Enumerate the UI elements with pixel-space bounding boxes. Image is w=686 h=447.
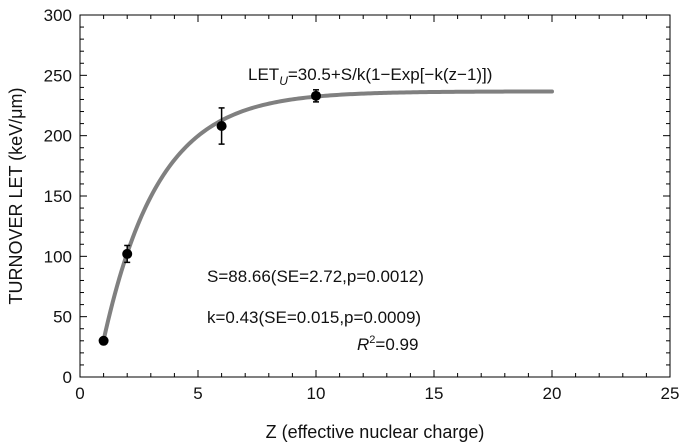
s-parameter-annotation: S=88.66(SE=2.72,p=0.0012)	[207, 267, 424, 286]
data-point	[122, 248, 133, 259]
data-point	[311, 90, 321, 101]
fit-curve	[101, 89, 554, 343]
data-point	[216, 121, 227, 132]
y-tick-label: 250	[44, 66, 72, 85]
y-tick-label: 0	[63, 368, 72, 387]
y-tick-label: 200	[44, 127, 72, 146]
k-parameter-annotation: k=0.43(SE=0.015,p=0.0009)	[207, 308, 421, 327]
axis-ticks	[79, 14, 671, 378]
r-squared-annotation: R2=0.99	[357, 334, 418, 354]
x-tick-label: 20	[543, 384, 562, 403]
data-points	[98, 90, 321, 346]
x-tick-label: 10	[307, 384, 326, 403]
data-point	[98, 335, 109, 346]
x-tick-label: 0	[75, 384, 84, 403]
y-tick-label: 150	[44, 187, 72, 206]
fit-equation: LETU=30.5+S/k(1−Exp[−k(z−1)])	[248, 65, 492, 88]
x-tick-label: 25	[661, 384, 680, 403]
y-tick-label: 100	[44, 247, 72, 266]
y-tick-label: 300	[44, 6, 72, 25]
y-axis-title: TURNOVER LET (keV/μm)	[6, 87, 26, 304]
x-axis-title: Z (effective nuclear charge)	[266, 422, 485, 442]
x-tick-label: 5	[193, 384, 202, 403]
x-tick-label: 15	[425, 384, 444, 403]
y-tick-label: 50	[53, 308, 72, 327]
